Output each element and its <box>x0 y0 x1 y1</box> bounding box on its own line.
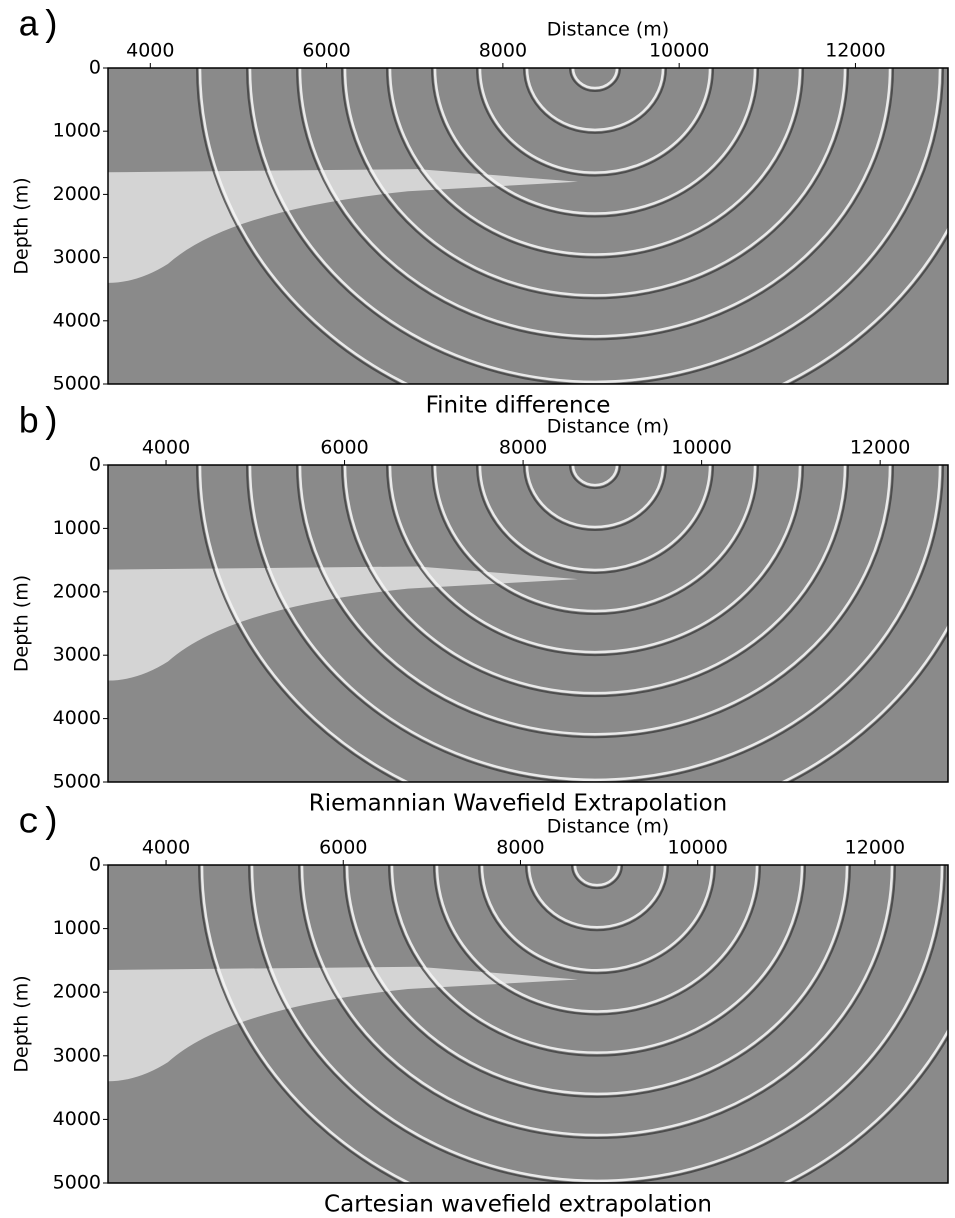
panel: 4000 6000 8000 10000 12000 0 1000 2000 3000 4000 5… <box>11 403 949 817</box>
wavefront-bright <box>300 865 894 1137</box>
wavefront-dark <box>341 465 849 698</box>
panel: 4000 6000 8000 10000 12000 0 1000 2000 3000 4000 5… <box>11 803 949 1218</box>
y-tick-label: 3000 <box>53 644 101 666</box>
wavefront-dark <box>298 865 896 1139</box>
wavefront-bright <box>248 68 942 384</box>
x-tick-label: 8000 <box>496 837 544 859</box>
wavefront-dark <box>386 68 804 259</box>
wavefront-dark <box>341 68 849 300</box>
wavefront-bright <box>388 465 802 654</box>
y-tick-label: 5000 <box>53 373 101 395</box>
wavefront-dark <box>296 465 894 739</box>
x-tick-label: 4000 <box>126 40 174 62</box>
wavefront-dark <box>571 865 623 890</box>
wavefront-dark <box>296 68 894 341</box>
y-tick-label: 5000 <box>53 771 101 793</box>
y-tick-label: 1000 <box>53 120 101 142</box>
wavefront-dark <box>525 865 669 932</box>
x-tick-label: 10000 <box>649 40 709 62</box>
image-background <box>108 465 948 782</box>
wavefront-bright <box>433 465 757 613</box>
y-tick-label: 4000 <box>53 1108 101 1130</box>
wavefront-dark <box>386 465 804 657</box>
y-tick-label: 5000 <box>53 1172 101 1194</box>
y-axis-label: Depth (m) <box>11 975 33 1072</box>
x-tick-label: 8000 <box>499 437 547 459</box>
wavefront-dark <box>431 465 759 615</box>
wavefront-bright <box>298 465 892 736</box>
y-tick-label: 0 <box>89 854 101 876</box>
y-tick-label: 0 <box>89 57 101 79</box>
wavefront-bright <box>527 865 667 929</box>
y-tick-label: 0 <box>89 454 101 476</box>
wavefront-dark <box>476 465 714 574</box>
y-tick-label: 3000 <box>53 1044 101 1066</box>
chart-title: Finite difference <box>426 393 611 419</box>
wavefront-dark <box>523 68 667 134</box>
chart-title: Riemannian Wavefield Extrapolation <box>309 791 728 817</box>
x-tick-label: 12000 <box>850 437 910 459</box>
y-axis-label: Depth (m) <box>11 177 33 274</box>
y-tick-label: 4000 <box>53 309 101 331</box>
wavefront-dark <box>431 68 759 218</box>
wavefield-image <box>108 865 948 1183</box>
panel-label: a) <box>18 6 61 47</box>
x-tick-label: 6000 <box>320 437 368 459</box>
x-tick-label: 4000 <box>142 437 190 459</box>
x-tick-label: 4000 <box>142 837 190 859</box>
wavefront-bright <box>478 465 712 572</box>
plot-frame <box>107 864 949 1184</box>
wavefront-dark <box>343 865 851 1098</box>
wavefront-bright <box>388 68 802 256</box>
y-tick-label: 2000 <box>53 981 101 1003</box>
y-axis-label: Depth (m) <box>11 575 33 672</box>
wavefront-dark <box>478 865 716 975</box>
wavefield-image <box>108 68 948 384</box>
wavefront-bright <box>573 865 621 887</box>
wavefront-bright <box>345 865 849 1096</box>
y-tick-label: 3000 <box>53 246 101 268</box>
wavefront-bright <box>343 465 847 695</box>
wavefront-dark <box>388 865 806 1057</box>
x-axis-label: Distance (m) <box>547 19 669 41</box>
wavefront-dark <box>569 68 621 93</box>
plot-frame <box>107 464 949 783</box>
x-tick-label: 10000 <box>667 837 727 859</box>
wavefront-bright <box>298 68 892 338</box>
x-tick-label: 6000 <box>302 40 350 62</box>
panel-label: b) <box>18 403 61 444</box>
wavefront-bright <box>343 68 847 297</box>
wavefront-bright <box>480 865 714 972</box>
chart-title: Cartesian wavefield extrapolation <box>324 1192 712 1218</box>
wavefront-bright <box>525 68 665 132</box>
x-tick-label: 12000 <box>825 40 885 62</box>
wavefront-bright <box>571 68 619 90</box>
wavefield-image <box>108 465 948 782</box>
image-background <box>108 68 948 384</box>
wavefront-bright <box>390 865 804 1054</box>
x-axis-label: Distance (m) <box>547 816 669 838</box>
y-tick-label: 2000 <box>53 183 101 205</box>
y-tick-label: 1000 <box>53 517 101 539</box>
wavefront-bright <box>478 68 712 174</box>
y-tick-label: 2000 <box>53 580 101 602</box>
x-axis-label: Distance (m) <box>547 416 669 438</box>
x-tick-label: 12000 <box>845 837 905 859</box>
panel-label: c) <box>18 803 61 844</box>
x-tick-label: 10000 <box>671 437 731 459</box>
wavefront-dark <box>476 68 714 177</box>
wavefront-bright <box>433 68 757 215</box>
y-tick-label: 1000 <box>53 917 101 939</box>
wavefront-bright <box>248 465 942 781</box>
x-tick-label: 8000 <box>479 40 527 62</box>
plot-frame <box>107 67 949 385</box>
y-tick-label: 4000 <box>53 707 101 729</box>
x-tick-label: 6000 <box>319 837 367 859</box>
panel: 4000 6000 8000 10000 12000 0 1000 2000 3000 4000 5… <box>11 6 949 419</box>
